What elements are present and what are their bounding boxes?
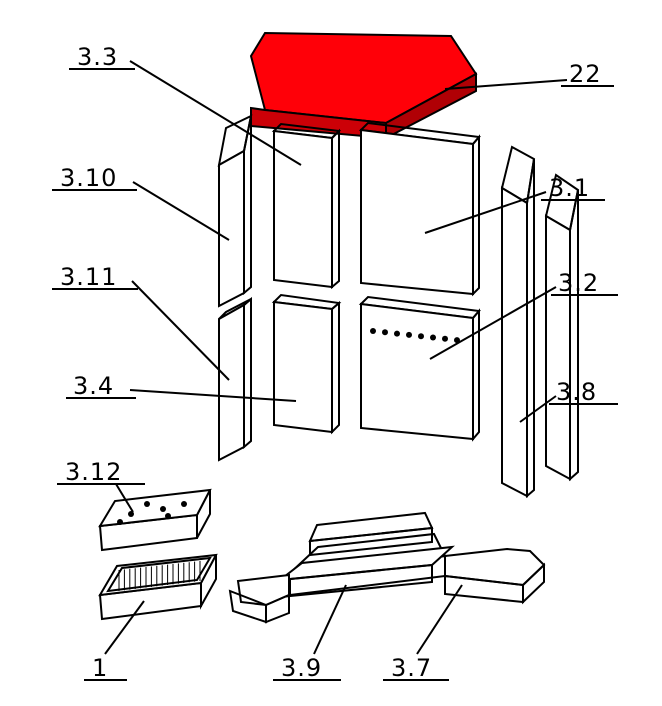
air-hole bbox=[370, 328, 376, 334]
panel-side bbox=[332, 303, 339, 432]
panel-side bbox=[570, 190, 578, 479]
part-3.8-panel-right-outer bbox=[546, 175, 578, 479]
panel-front bbox=[361, 130, 473, 294]
panel-side bbox=[244, 299, 251, 447]
air-hole bbox=[442, 336, 448, 342]
callout-1: 1 bbox=[92, 654, 108, 682]
part-3.1-panel bbox=[361, 123, 479, 294]
air-hole bbox=[394, 331, 400, 337]
callout-3.9: 3.9 bbox=[281, 654, 322, 682]
part-3.12-ash-cap bbox=[100, 490, 210, 550]
leader-line bbox=[132, 281, 229, 380]
callout-3.2: 3.2 bbox=[558, 269, 599, 297]
leader-line bbox=[105, 601, 144, 654]
panel-side bbox=[332, 131, 339, 287]
callout-3.8: 3.8 bbox=[556, 378, 597, 406]
callout-3.12: 3.12 bbox=[65, 458, 122, 486]
part-3.2-panel bbox=[361, 297, 479, 439]
callout-3.1: 3.1 bbox=[549, 174, 590, 202]
part-3.10-panel bbox=[219, 116, 251, 306]
panel-front bbox=[219, 305, 244, 460]
air-hole bbox=[406, 332, 412, 338]
callout-3.7: 3.7 bbox=[391, 654, 432, 682]
part-22-top-baffle bbox=[251, 33, 476, 138]
panel-front bbox=[274, 302, 332, 432]
panel-side bbox=[244, 116, 251, 293]
panel-front bbox=[502, 188, 527, 496]
callout-3.11: 3.11 bbox=[60, 263, 117, 291]
leader-line bbox=[417, 585, 462, 654]
air-hole bbox=[382, 329, 388, 335]
cap-hole bbox=[181, 501, 187, 507]
base-left-top bbox=[238, 575, 289, 605]
part-3.8-panel-right-inner bbox=[502, 147, 534, 496]
part-1-ash-tray bbox=[100, 555, 216, 619]
part-3.4-panel bbox=[274, 295, 339, 432]
cap-hole bbox=[117, 519, 123, 525]
part-base-plate bbox=[230, 513, 544, 622]
cap-hole bbox=[165, 513, 171, 519]
panel-side bbox=[527, 159, 534, 496]
part-3.3-panel bbox=[274, 124, 339, 287]
callout-3.10: 3.10 bbox=[60, 164, 117, 192]
cap-hole bbox=[160, 506, 166, 512]
air-hole bbox=[418, 333, 424, 339]
cap-top bbox=[100, 490, 210, 526]
callout-3.4: 3.4 bbox=[73, 372, 114, 400]
callout-3.3: 3.3 bbox=[77, 43, 118, 71]
panel-front bbox=[361, 304, 473, 439]
part-3.11-panel bbox=[219, 299, 251, 460]
leader-line bbox=[133, 182, 229, 240]
panel-front bbox=[219, 151, 244, 306]
air-hole bbox=[430, 335, 436, 341]
exploded-parts-diagram: 22 3.1 3.2 3.8 3.3 3.10 3.11 3.4 3.12 1 3.9 3.7 bbox=[0, 0, 662, 706]
callout-22: 22 bbox=[569, 60, 602, 88]
leader-line bbox=[130, 390, 296, 401]
leader-line bbox=[314, 585, 346, 654]
panel-front bbox=[546, 216, 570, 479]
cap-hole bbox=[144, 501, 150, 507]
